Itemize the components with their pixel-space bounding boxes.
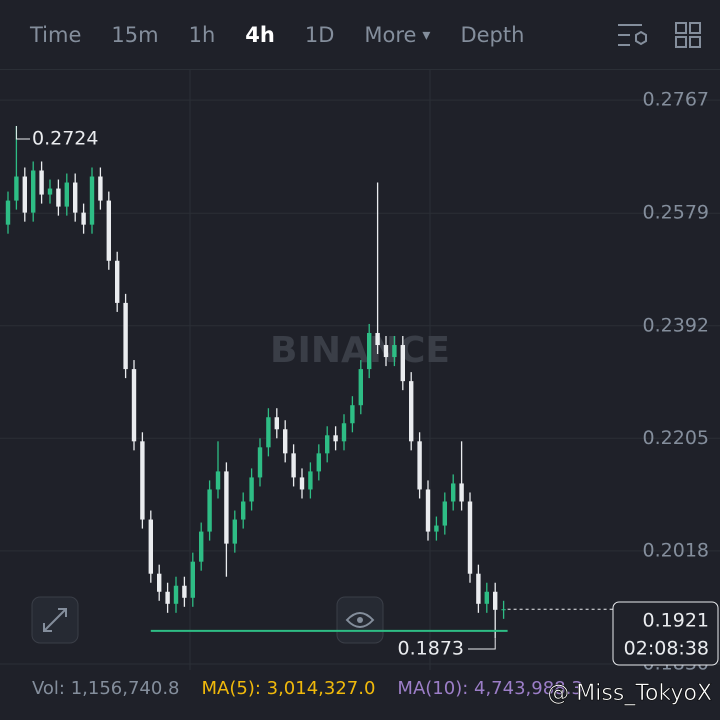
candle-body bbox=[291, 453, 296, 478]
candle-body bbox=[47, 188, 53, 195]
candle-body bbox=[459, 483, 464, 502]
y-tick-label: 0.2767 bbox=[643, 89, 709, 111]
candle-body bbox=[81, 212, 86, 225]
indicator: MA(10): 4,743,988.3 bbox=[397, 678, 582, 699]
candle-body bbox=[358, 369, 363, 406]
expand-button[interactable] bbox=[31, 596, 79, 644]
indicator: MA(5): 3,014,327.0 bbox=[202, 678, 376, 699]
countdown: 02:08:38 bbox=[624, 638, 709, 660]
candle-body bbox=[425, 489, 431, 532]
candle-body bbox=[400, 345, 405, 382]
candle-body bbox=[190, 561, 195, 598]
candle-body bbox=[350, 405, 355, 424]
candle-body bbox=[375, 332, 380, 346]
candle-body bbox=[73, 182, 78, 213]
y-tick-label: 0.2205 bbox=[643, 427, 709, 449]
tab[interactable]: 15m bbox=[111, 22, 159, 47]
min-label: 0.1873 bbox=[398, 638, 464, 660]
tab[interactable]: 4h bbox=[245, 22, 275, 47]
candle-body bbox=[165, 591, 170, 604]
candle-body bbox=[31, 170, 36, 213]
candle-body bbox=[140, 441, 145, 520]
candle-body bbox=[5, 200, 11, 225]
y-tick-label: 0.2392 bbox=[643, 314, 709, 336]
candle-body bbox=[207, 489, 212, 532]
candle-body bbox=[409, 381, 414, 442]
candle-body bbox=[367, 332, 372, 370]
candle-body bbox=[173, 585, 179, 604]
tab[interactable]: 1h bbox=[188, 22, 216, 47]
candle-body bbox=[467, 501, 473, 574]
candle-body bbox=[241, 501, 246, 520]
candle-body bbox=[115, 260, 120, 303]
candle-body bbox=[442, 501, 447, 526]
candle-body bbox=[123, 302, 128, 370]
candle-body bbox=[451, 483, 456, 502]
candle-body bbox=[484, 591, 489, 604]
candle-body bbox=[266, 417, 271, 448]
y-tick-label: 0.2579 bbox=[643, 202, 709, 224]
candle-body bbox=[392, 345, 397, 358]
candle-body bbox=[316, 453, 321, 472]
eye-button[interactable] bbox=[336, 596, 384, 644]
candle-body bbox=[274, 417, 279, 430]
price-box bbox=[612, 601, 719, 666]
dropdown-arrow[interactable]: ▾ bbox=[422, 25, 431, 44]
candle-body bbox=[131, 369, 137, 442]
tab[interactable]: 1D bbox=[304, 22, 335, 47]
candle-body bbox=[14, 176, 19, 201]
candle-body bbox=[64, 182, 69, 207]
candle-body bbox=[493, 591, 498, 610]
candle-body bbox=[501, 609, 506, 611]
candle-body bbox=[341, 423, 347, 442]
candle-body bbox=[434, 525, 439, 532]
candle-body bbox=[148, 519, 153, 574]
candle-body bbox=[182, 585, 187, 598]
last-price: 0.1921 bbox=[643, 610, 709, 632]
toolbar: Time 15m 1h 4h 1D More ▾ Depth bbox=[0, 0, 720, 70]
candle-body bbox=[308, 471, 313, 490]
candle-body bbox=[417, 441, 422, 490]
candle-body bbox=[283, 429, 288, 454]
candle-body bbox=[257, 447, 263, 478]
candle-body bbox=[232, 519, 237, 544]
tab[interactable]: More bbox=[364, 22, 417, 47]
candle-body bbox=[157, 573, 162, 592]
candle-body bbox=[89, 176, 95, 225]
candle-body bbox=[22, 176, 27, 213]
candle-body bbox=[476, 573, 481, 604]
candle-body bbox=[98, 176, 103, 201]
candle-body bbox=[39, 170, 44, 195]
candle-body bbox=[215, 471, 221, 490]
candle-body bbox=[299, 477, 305, 490]
y-tick-label: 0.2018 bbox=[643, 539, 709, 561]
indicator: Vol: 1,156,740.8 bbox=[32, 678, 180, 699]
candle-body bbox=[383, 345, 389, 358]
tab[interactable]: Depth bbox=[460, 22, 525, 47]
toolbar-icons[interactable] bbox=[610, 15, 720, 55]
candle-body bbox=[333, 435, 338, 442]
max-label: 0.2724 bbox=[32, 128, 98, 150]
max-leader bbox=[15, 125, 30, 140]
credit: @ Miss_TokyoX bbox=[547, 681, 712, 706]
candle-body bbox=[56, 188, 61, 207]
candle-body bbox=[325, 435, 330, 454]
candle-body bbox=[199, 531, 204, 562]
watermark: BINANCE bbox=[270, 330, 450, 371]
candle-body bbox=[224, 471, 229, 544]
candle-body bbox=[249, 477, 254, 502]
min-leader bbox=[468, 638, 496, 650]
tab[interactable]: Time bbox=[30, 22, 82, 47]
candle-body bbox=[106, 200, 111, 261]
